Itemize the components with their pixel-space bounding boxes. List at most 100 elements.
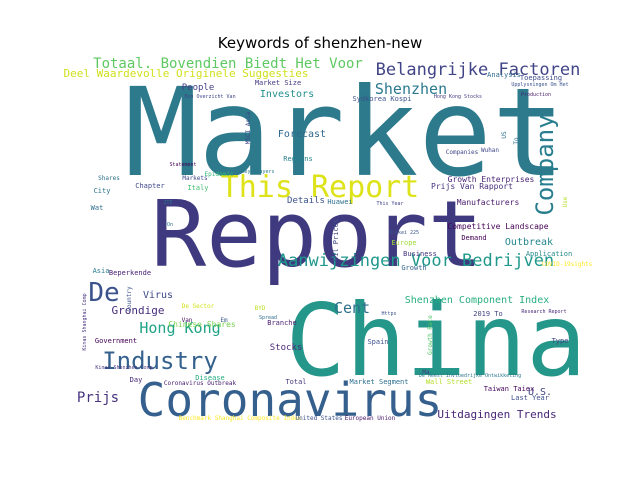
word-this-year: This Year [376,201,403,207]
word-type: Type [552,337,569,345]
word-byd: BYD [255,305,266,312]
word-u-s: U.S. [528,387,552,398]
word-wuhan: Wuhan [481,147,499,154]
word-sydkorea-kospi: Sydkorea Kospi [352,95,411,103]
word-totaal-bovendien-biedt-het-voor: Totaal. Bovendien Biedt Het Voor [93,56,363,72]
word-report: Report [151,181,483,288]
word-industry: Industry [102,347,218,375]
word-market-segment: Market Segment [349,378,408,386]
word-company: Company [531,114,559,215]
word-covid-19sights: COVID-19sights [542,261,593,268]
word-chinese-shares: Chinese Shares [168,320,236,329]
word-total: Total [285,378,306,386]
word-coronavirus-outbreak: Coronavirus Outbreak [164,380,237,387]
word-deel-waardevolle-originele-suggesties: Deel Waardevolle Originele Suggesties [63,67,308,80]
word-zte: ZTE [163,200,172,206]
chart-title: Keywords of shenzhen-new [217,34,423,52]
word-european-union: European Union [345,415,396,422]
word-regions: Regions [283,155,313,163]
word-huawei: Huawei [327,198,352,206]
word-united-states: United States [296,415,343,422]
word-wall-street: Wall Street [426,378,472,386]
word-key-players: Key Players [241,169,274,175]
word-hong-kong-stocks: Hong Kong Stocks [434,94,482,100]
word-epidemic: Epidemic [205,171,234,178]
word-to: To [513,137,520,145]
word-spain: Spain [367,338,388,346]
word-statement: Statement [169,162,196,168]
word-https: Https [381,311,396,317]
word-application: Application [526,250,572,258]
word-belangrijke-factoren: Belangrijke Factoren [376,60,581,80]
word-stocks: Stocks [270,343,303,353]
word-analysis: Analysis [487,71,521,79]
word-chapter: Chapter [135,182,165,190]
word-competitive-landscape: Competitive Landscape [447,222,548,231]
word-grondige: Grondige [112,304,165,317]
word-market: Market [125,62,566,204]
word-production: Production [521,92,551,98]
word-demand: Demand [461,234,486,242]
word-van: Van [182,317,193,324]
word-kinas-shanghai-comp: Kinas Shanghai Comp [82,293,88,350]
word-nikkei-225: Nikkei 225 [389,230,419,236]
word-growth-rate: Growth Rate [427,315,434,355]
word-hong-kong: Hong Kong [139,319,220,337]
word-day: Day [130,376,143,384]
word-outbreak: Outbreak [505,237,553,248]
word-this-report: This Report [221,170,420,205]
word-kinas-shenzhen-comp: Kinas Shenzhen Comp [95,365,152,371]
word-toepassing: Toepassing [520,74,562,82]
word-manufacturers: Manufacturers [457,198,520,207]
word-virus: Virus [143,290,173,301]
word-de: De [88,278,119,308]
word-ma: Ma [422,369,430,376]
word-2019-to: 2019 To [473,310,503,318]
word-us: US [501,131,508,139]
word-oil-prices: Oil Prices [332,219,340,261]
word-wat: Wat [91,204,104,212]
word-last-year: Last Year [511,394,549,402]
word-shenzhen-component-index: Shenzhen Component Index [405,295,550,306]
word-use: Use [562,196,569,207]
word-on: On [167,222,173,228]
word-companies: Companies [446,149,479,156]
word-taiwan-taiex: Taiwan Taiex [484,385,535,393]
word-details: Details [287,196,325,206]
word-benchmark-shanghai-composite-index: Benchmark Shanghai Composite Index [179,415,302,422]
word-prijs-van-rapport: Prijs Van Rapport [431,182,513,191]
word-market-size: Market Size [255,79,301,87]
word-forecast: Forecast [278,129,326,140]
word-msci-asia: MSCI Asia [245,111,252,144]
word-aanwijzingen-voor-bedrijven: Aanwijzingen Voor Bedrijven [278,251,554,271]
word-een-overzicht-van: Een Overzicht Van [184,94,235,100]
word-em: Em [220,317,228,324]
word-growth-enterprises: Growth Enterprises [448,175,535,184]
word-people: People [182,83,215,93]
word-spread: Spread [259,315,277,321]
word-china: China [285,282,586,399]
word-asia: Asia [93,267,110,275]
word-investors: Investors [260,89,314,100]
word-shenzhen: Shenzhen [375,80,447,98]
word-branche: Branche [267,319,297,327]
word-italy: Italy [187,184,208,192]
word-shares: Shares [98,175,120,182]
word-de-sector: De Sector [182,303,215,310]
word-country: Country [126,286,133,312]
word-business: Business [403,250,437,258]
word-uitdagingen-trends: Uitdagingen Trends [437,408,556,421]
word-coronavirus: Coronavirus [138,373,443,427]
word-de-meest-invloedrijke-ontwikkeling: De Meest Invloedrijke Ontwikkeling [419,373,521,379]
word-markets: Markets [182,175,208,182]
word-growth: Growth [401,264,426,272]
word-beperkende: Beperkende [109,269,151,277]
word-upplysningen-om-het: Upplysningen Om Het [511,82,568,88]
word-europe: Europe [391,239,416,247]
word-research-report: Research Report [521,309,566,315]
word-cent: Cent [334,299,370,317]
word-prijs: Prijs [77,390,119,406]
word-government: Government [95,337,137,345]
word-disease: Disease [195,374,225,382]
